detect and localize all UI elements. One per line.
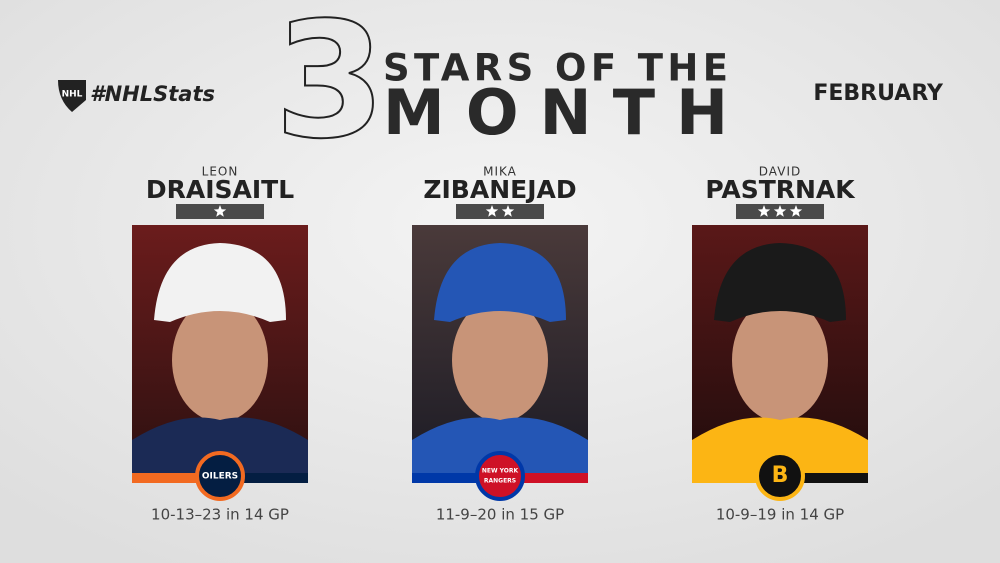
star (757, 205, 771, 217)
player-helmet (714, 243, 846, 322)
star (789, 205, 803, 217)
team-logo-text: OILERS (202, 472, 238, 482)
last-name: ZIBANEJAD (423, 175, 576, 204)
month: FEBRUARY (813, 81, 944, 106)
team-logo-text: B (772, 463, 789, 488)
star-bar (456, 204, 544, 219)
team-stripe (132, 473, 198, 483)
team-logo (195, 451, 245, 501)
player-helmet (154, 243, 286, 322)
team-logo (755, 451, 805, 501)
team-logo-text: NEW YORK (482, 468, 519, 475)
big-number: 3 (274, 0, 385, 174)
league-logo-text: NHL (62, 90, 83, 100)
team-stripe (242, 473, 308, 483)
team-stripe (522, 473, 588, 483)
last-name: PASTRNAK (705, 175, 856, 204)
first-name: MIKA (483, 165, 517, 179)
team-logo (475, 451, 525, 501)
team-stripe (802, 473, 868, 483)
player-helmet (434, 243, 566, 322)
player-stats: 10-9–19 in 14 GP (716, 506, 844, 524)
player-stats: 11-9–20 in 15 GP (436, 506, 564, 524)
title-line-1: STARS OF THE (383, 47, 728, 90)
player-face (732, 298, 828, 422)
first-name: LEON (202, 165, 239, 179)
player-face (452, 298, 548, 422)
star (501, 205, 515, 217)
league-logo (58, 80, 86, 112)
last-name: DRAISAITL (146, 175, 294, 204)
player-jersey (132, 417, 308, 483)
star (213, 205, 227, 217)
star (773, 205, 787, 217)
team-logo-text: RANGERS (484, 478, 516, 485)
player-face (172, 298, 268, 422)
player-stats: 10-13–23 in 14 GP (151, 506, 289, 524)
player-jersey (412, 417, 588, 483)
title-line-2: MONTH (383, 76, 728, 149)
hashtag: #NHLStats (90, 82, 215, 106)
star (485, 205, 499, 217)
team-stripe (412, 473, 478, 483)
first-name: DAVID (759, 165, 801, 179)
team-stripe (692, 473, 758, 483)
player-jersey (692, 417, 868, 483)
